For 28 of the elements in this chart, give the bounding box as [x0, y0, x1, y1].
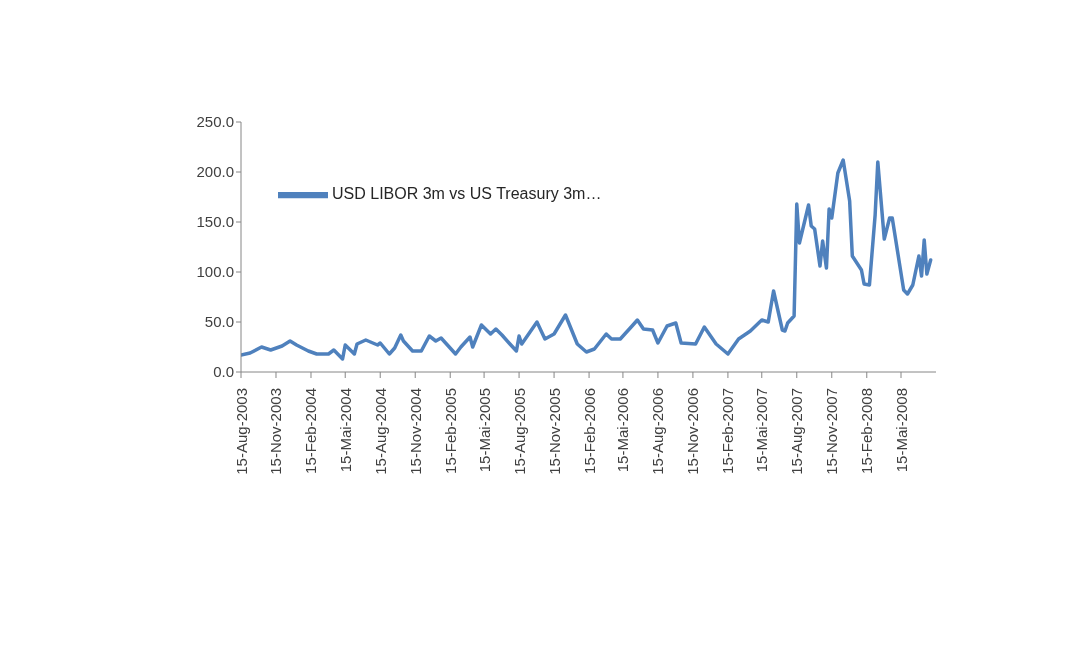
x-tick-label: 15-Feb-2007 [719, 388, 737, 474]
x-tick-label: 15-Mai-2006 [614, 388, 632, 473]
y-tick-label: 100.0 [196, 263, 234, 281]
y-tick-label: 200.0 [196, 163, 234, 181]
x-tick-label: 15-Nov-2005 [545, 388, 563, 475]
x-tick-label: 15-Aug-2006 [649, 388, 667, 475]
x-tick-label: 15-Aug-2005 [510, 388, 528, 475]
x-tick-label: 15-Mai-2004 [336, 388, 354, 473]
x-tick-label: 15-Nov-2004 [406, 388, 424, 475]
x-tick-label: 15-Mai-2005 [475, 388, 493, 473]
x-tick-label: 15-Mai-2008 [892, 388, 910, 473]
x-tick-label: 15-Aug-2007 [788, 388, 806, 475]
y-tick-label: 250.0 [196, 113, 234, 131]
y-tick-label: 150.0 [196, 213, 234, 231]
x-tick-label: 15-Feb-2006 [580, 388, 598, 474]
x-tick-label: 15-Feb-2004 [302, 388, 320, 474]
x-tick-label: 15-Nov-2007 [823, 388, 841, 475]
line-series [241, 158, 933, 361]
x-tick-label: 15-Nov-2006 [684, 388, 702, 475]
y-tick-label: 0.0 [213, 363, 234, 381]
x-tick-label: 15-Aug-2004 [371, 388, 389, 475]
x-tick-label: 15-Mai-2007 [753, 388, 771, 473]
x-tick-label: 15-Nov-2003 [267, 388, 285, 475]
legend-label: USD LIBOR 3m vs US Treasury 3m… [332, 185, 602, 203]
x-tick-label: 15-Feb-2005 [441, 388, 459, 474]
y-tick-label: 50.0 [204, 313, 234, 331]
x-tick-label: 15-Aug-2003 [232, 388, 250, 475]
x-tick-label: 15-Feb-2008 [858, 388, 876, 474]
